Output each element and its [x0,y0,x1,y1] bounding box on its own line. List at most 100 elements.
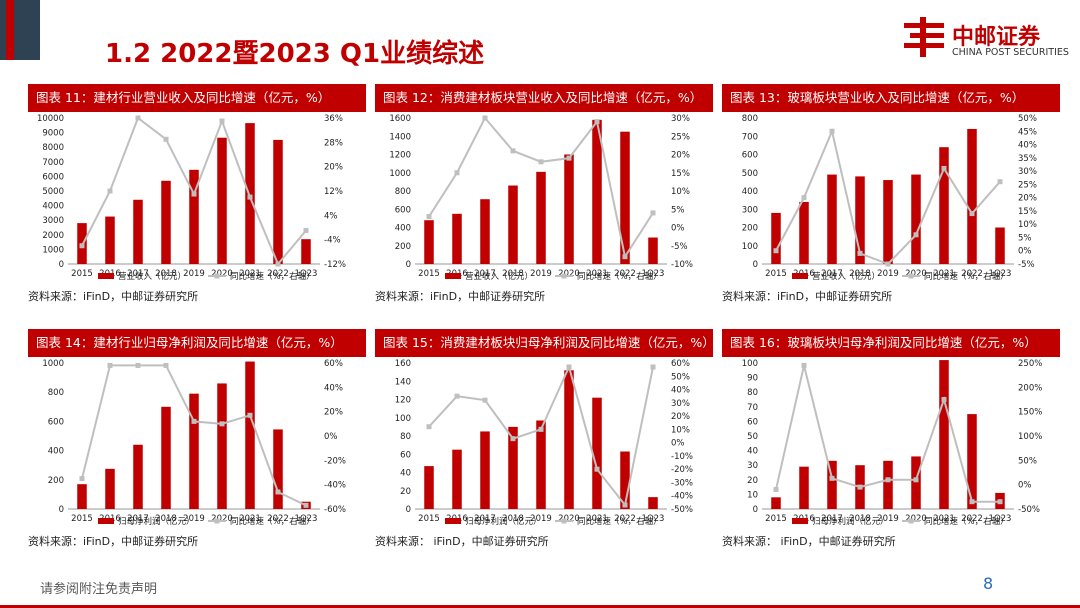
growth-point [79,476,85,482]
right-axis-tick: 0% [1018,481,1032,491]
left-axis-tick: 2000 [42,231,64,241]
left-axis-tick: 0 [753,260,758,270]
right-axis-tick: 0% [671,439,685,449]
chart-panel: 图表 13：玻璃板块营业收入及同比增速（亿元，%） 0 100 200 300 400 5… [722,84,1060,304]
left-axis-tick: 20 [747,476,758,486]
right-axis-tick: 25% [1018,180,1037,190]
revenue-bar [161,180,171,264]
growth-point [191,191,197,197]
right-axis-tick: -12% [324,260,346,270]
legend-label: 同比增速（%，右轴） [230,271,315,282]
left-axis-tick: 8000 [42,143,64,153]
chart-title: 图表 16：玻璃板块归母净利润及同比增速（亿元，%） [722,329,1060,357]
x-axis-tick: 2021 [933,269,955,279]
x-axis-tick: 2017 [474,269,496,279]
right-axis-tick: -40% [671,492,693,502]
left-axis-tick: 100 [742,242,758,252]
x-axis-tick: 2018 [502,269,524,279]
right-axis-tick: 12% [324,187,343,197]
revenue-bar [452,213,462,264]
revenue-bar [799,201,809,264]
growth-point [107,362,113,368]
x-axis-tick: 1Q23 [989,269,1012,279]
header-accent-stripe [6,0,14,60]
growth-point [303,502,309,508]
left-axis-tick: 0 [406,260,411,270]
growth-point [941,397,947,402]
legend-label: 同比增速（%，右轴） [577,271,662,282]
legend-label: 归母净利润（亿元） [118,516,195,527]
right-axis-tick: -5% [671,242,688,252]
x-axis-tick: 2015 [71,514,93,524]
right-axis-tick: 40% [1018,141,1037,151]
legend-label: 归母净利润（亿元） [465,516,542,527]
x-axis-tick: 2018 [849,269,871,279]
growth-point [219,118,225,124]
x-axis-tick: 2018 [155,269,177,279]
growth-point [801,362,807,368]
x-axis-tick: 1Q23 [295,514,318,524]
chart-source: 资料来源： iFinD，中邮证券研究所 [375,535,549,548]
left-axis-tick: 9000 [42,129,64,139]
right-axis-tick: -4% [324,236,341,246]
left-axis-tick: 700 [742,132,758,142]
left-axis-tick: 600 [48,417,64,427]
left-axis-tick: 10 [747,490,758,500]
right-axis-tick: -30% [671,478,693,488]
right-axis-tick: 20% [324,408,343,418]
revenue-bar [508,426,518,509]
left-axis-tick: 120 [395,396,411,406]
revenue-bar [536,171,546,264]
growth-point [454,393,460,399]
x-axis-tick: 2020 [558,514,580,524]
left-axis-tick: 800 [48,388,64,398]
growth-point [650,364,656,370]
legend-label: 营业收入（亿元） [118,271,186,282]
left-axis-tick: 400 [48,447,64,457]
growth-point [482,397,488,403]
growth-point [622,254,628,260]
chart-title: 图表 14：建材行业归母净利润及同比增速（亿元，%） [28,329,366,357]
x-axis-tick: 2022 [614,514,636,524]
legend-label: 营业收入（亿元） [812,271,880,282]
right-axis-tick: -40% [324,481,346,491]
growth-point [773,487,779,493]
right-axis-tick: 5% [671,205,685,215]
right-axis-tick: -50% [1018,505,1040,515]
x-axis-tick: 2018 [502,514,524,524]
revenue-bar [799,466,809,509]
chart-svg: 0 10 20 30 40 50 60 70 80 90 100 -50% 0% 50% 100% 150% 2… [742,359,1043,527]
left-axis-tick: 0 [753,505,758,515]
right-axis-tick: 40% [671,386,690,396]
growth-point [941,165,947,171]
chart-source: 资料来源：iFinD，中邮证券研究所 [375,290,546,303]
chart-title: 图表 15：消费建材板块归母净利润及同比增速（亿元，%） [375,329,713,357]
legend-label: 同比增速（%，右轴） [577,516,662,527]
growth-point [135,115,141,121]
left-axis-tick: 100 [742,359,758,369]
revenue-bar [967,414,977,509]
right-axis-tick: 200% [1018,383,1042,393]
revenue-bar [648,497,658,509]
growth-point [219,421,225,427]
right-axis-tick: 36% [324,114,343,124]
left-axis-tick: 20 [400,487,411,497]
chart-source: 资料来源： iFinD，中邮证券研究所 [722,535,896,548]
revenue-bar [939,360,949,509]
revenue-bar [911,174,921,264]
revenue-bar [105,216,115,264]
right-axis-tick: 0% [1018,247,1032,257]
right-axis-tick: 20% [1018,194,1037,204]
revenue-bar [564,370,574,509]
x-axis-tick: 2022 [961,269,983,279]
left-axis-tick: 7000 [42,158,64,168]
legend-bar-swatch [98,273,114,279]
revenue-bar [883,180,893,264]
revenue-bar [620,131,630,264]
right-axis-tick: 50% [671,372,690,382]
x-axis-tick: 2018 [849,514,871,524]
brand-name: 中邮证券 [952,25,1041,50]
left-axis-tick: 160 [395,359,411,369]
left-axis-tick: 50 [747,432,758,442]
left-axis-tick: 1000 [389,169,411,179]
